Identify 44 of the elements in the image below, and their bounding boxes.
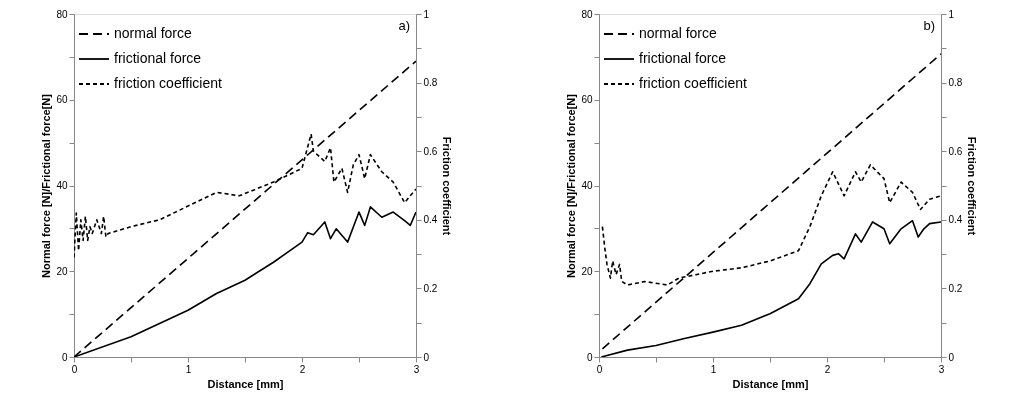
x-tick-label: 0 [71,363,78,375]
y2-tick-label: 1 [423,8,430,20]
y-tick-label: 40 [56,180,68,191]
y2-tick-label: 0.8 [948,77,963,89]
y2-tick-label: 1 [948,8,955,20]
y2-axis-title: Friction coefficient [966,136,979,236]
y-tick-label: 60 [56,94,68,106]
x-axis-title: Distance [mm] [207,377,284,390]
y2-axis-title: Friction coefficient [441,136,454,236]
x-tick-label: 1 [185,363,192,375]
x-tick-label: 2 [299,363,306,375]
y-tick-label: 40 [581,180,593,191]
x-tick-label: 0 [596,363,603,375]
x-axis-title: Distance [mm] [732,377,809,390]
x-tick-label: 3 [413,363,420,375]
legend-label: frictional force [114,50,202,66]
y2-tick-label: 0 [948,351,955,363]
legend-label: normal force [639,25,718,41]
y-axis-title: Normal force [N]/Frictional force[N] [40,93,53,278]
y-tick-label: 80 [581,8,593,20]
annotation: a) [398,18,410,33]
annotation: b) [923,18,935,33]
legend-label: friction coefficient [114,75,223,91]
legend-label: normal force [114,25,193,41]
y2-tick-label: 0 [423,351,430,363]
y-tick-label: 20 [56,265,68,277]
y2-tick-label: 0.6 [423,145,438,157]
y2-tick-label: 0.2 [948,282,963,294]
y2-tick-label: 0.4 [948,214,963,226]
x-tick-label: 3 [938,363,945,375]
y-tick-label: 60 [581,94,593,106]
y-tick-label: 20 [581,265,593,277]
y2-tick-label: 0.2 [423,282,438,294]
x-tick-label: 2 [824,363,831,375]
x-tick-label: 1 [710,363,717,375]
y-tick-label: 0 [61,351,68,363]
y-axis-title: Normal force [N]/Frictional force[N] [565,93,578,278]
y2-tick-label: 0.8 [423,77,438,89]
legend-label: friction coefficient [639,75,748,91]
y2-tick-label: 0.4 [423,214,438,226]
y2-tick-label: 0.6 [948,145,963,157]
y-tick-label: 80 [56,8,68,20]
legend-label: frictional force [639,50,727,66]
y-tick-label: 0 [586,351,593,363]
